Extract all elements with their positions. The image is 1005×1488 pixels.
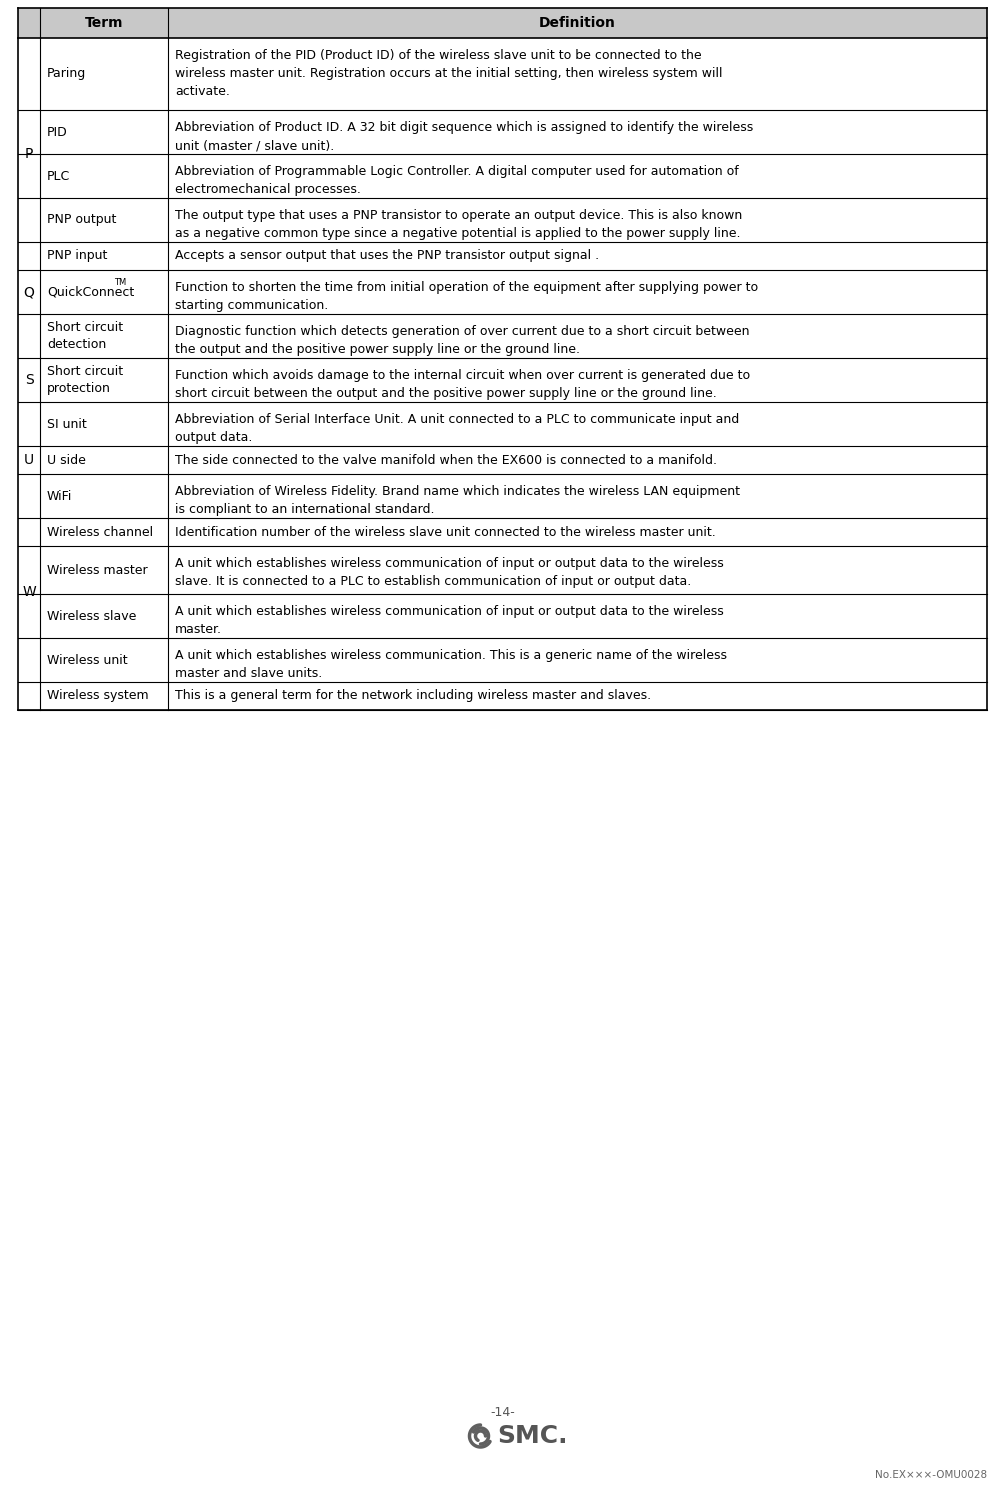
- Text: This is a general term for the network including wireless master and slaves.: This is a general term for the network i…: [175, 689, 651, 702]
- Text: Wireless channel: Wireless channel: [47, 525, 153, 539]
- Text: Registration of the PID (Product ID) of the wireless slave unit to be connected : Registration of the PID (Product ID) of …: [175, 49, 723, 98]
- Bar: [18, 7, 987, 39]
- Text: TM: TM: [114, 278, 127, 287]
- Text: No.EX×××-OMU0028: No.EX×××-OMU0028: [875, 1470, 987, 1481]
- Text: The output type that uses a PNP transistor to operate an output device. This is : The output type that uses a PNP transist…: [175, 210, 743, 240]
- Text: The side connected to the valve manifold when the EX600 is connected to a manifo: The side connected to the valve manifold…: [175, 454, 717, 467]
- Text: Definition: Definition: [539, 16, 616, 30]
- Text: Diagnostic function which detects generation of over current due to a short circ: Diagnostic function which detects genera…: [175, 326, 750, 356]
- Text: Short circuit
protection: Short circuit protection: [47, 365, 124, 394]
- Text: WiFi: WiFi: [47, 490, 72, 503]
- Text: Short circuit
detection: Short circuit detection: [47, 321, 124, 351]
- Text: SMC.: SMC.: [497, 1424, 568, 1448]
- Text: SI unit: SI unit: [47, 418, 86, 430]
- Text: Identification number of the wireless slave unit connected to the wireless maste: Identification number of the wireless sl…: [175, 525, 716, 539]
- Text: Function which avoids damage to the internal circuit when over current is genera: Function which avoids damage to the inte…: [175, 369, 750, 400]
- Text: P: P: [25, 147, 33, 161]
- Text: Function to shorten the time from initial operation of the equipment after suppl: Function to shorten the time from initia…: [175, 281, 758, 312]
- Text: A unit which establishes wireless communication. This is a generic name of the w: A unit which establishes wireless commun…: [175, 649, 727, 680]
- Text: A unit which establishes wireless communication of input or output data to the w: A unit which establishes wireless commun…: [175, 606, 724, 637]
- Text: -14-: -14-: [490, 1406, 515, 1420]
- Text: Wireless unit: Wireless unit: [47, 653, 128, 667]
- Text: Wireless master: Wireless master: [47, 564, 148, 576]
- Text: QuickConnect: QuickConnect: [47, 286, 135, 299]
- Text: Abbreviation of Serial Interface Unit. A unit connected to a PLC to communicate : Abbreviation of Serial Interface Unit. A…: [175, 414, 740, 445]
- Text: U side: U side: [47, 454, 85, 467]
- Text: Paring: Paring: [47, 67, 86, 80]
- Text: Abbreviation of Programmable Logic Controller. A digital computer used for autom: Abbreviation of Programmable Logic Contr…: [175, 165, 739, 196]
- Text: Wireless system: Wireless system: [47, 689, 149, 702]
- Text: Q: Q: [23, 286, 34, 299]
- Text: Accepts a sensor output that uses the PNP transistor output signal .: Accepts a sensor output that uses the PN…: [175, 250, 599, 262]
- Text: Term: Term: [84, 16, 124, 30]
- Text: W: W: [22, 585, 36, 600]
- Text: PLC: PLC: [47, 170, 70, 183]
- Text: Wireless slave: Wireless slave: [47, 610, 137, 622]
- Text: Abbreviation of Product ID. A 32 bit digit sequence which is assigned to identif: Abbreviation of Product ID. A 32 bit dig…: [175, 122, 754, 152]
- Text: PNP output: PNP output: [47, 213, 117, 226]
- Text: PID: PID: [47, 125, 67, 138]
- Text: Abbreviation of Wireless Fidelity. Brand name which indicates the wireless LAN e: Abbreviation of Wireless Fidelity. Brand…: [175, 485, 740, 516]
- Text: PNP input: PNP input: [47, 250, 108, 262]
- Text: S: S: [25, 373, 33, 387]
- Text: A unit which establishes wireless communication of input or output data to the w: A unit which establishes wireless commun…: [175, 558, 724, 588]
- Text: U: U: [24, 452, 34, 467]
